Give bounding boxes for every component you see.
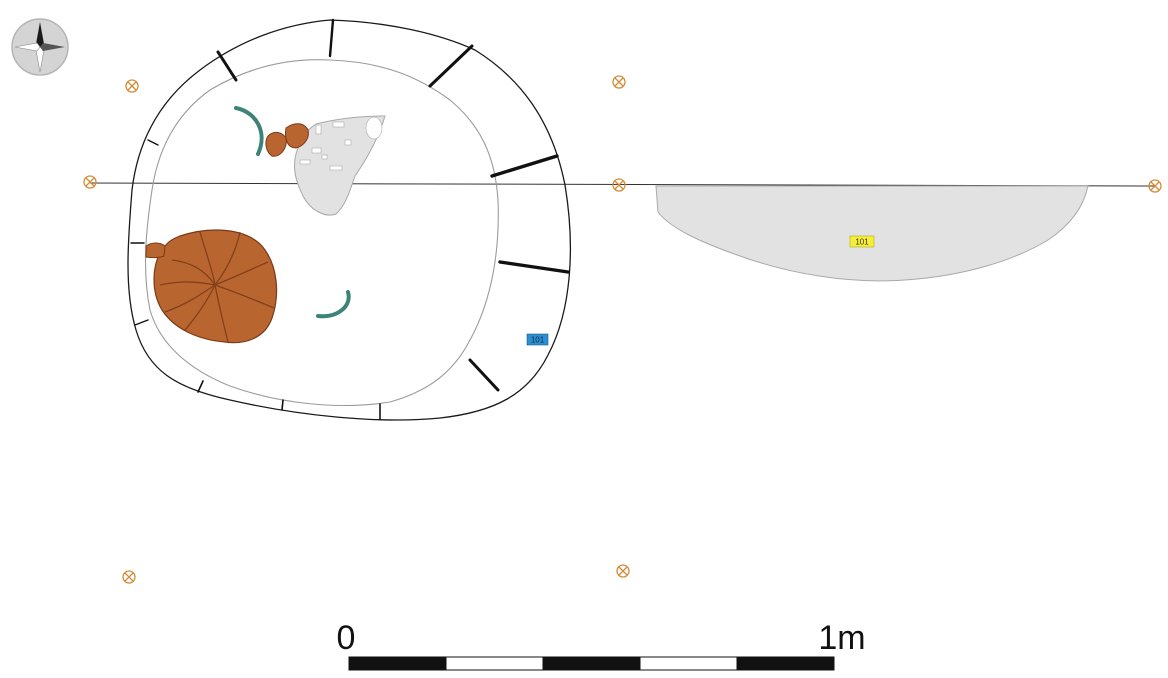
scale-end-label: 1m [818, 619, 865, 657]
teal-arc-upper [234, 106, 264, 156]
grid-marker-icon [612, 75, 626, 89]
grid-marker-icon [125, 79, 139, 93]
section-profile-fill [655, 185, 1089, 282]
grid-markers [83, 75, 1162, 584]
north-arrow-icon [11, 18, 69, 76]
scale-segments [348, 656, 835, 671]
stones-upper [265, 123, 309, 157]
grey-deposit-plan [293, 115, 386, 216]
scale-start-label: 0 [337, 619, 356, 657]
large-stone-cluster [145, 229, 278, 344]
context-label-section: 101 [849, 235, 875, 248]
grid-marker-icon [83, 175, 97, 189]
grid-marker-icon [612, 178, 626, 192]
deposit-inclusions [299, 116, 383, 171]
scale-segment [348, 656, 447, 671]
context-label-plan: 101 [526, 333, 549, 346]
scale-segment [736, 656, 835, 671]
scale-segment [542, 656, 641, 671]
grid-marker-icon [1148, 179, 1162, 193]
grid-marker-icon [616, 564, 630, 578]
scale-bar: 0 1m [337, 619, 866, 671]
context-label-section-text: 101 [855, 238, 869, 247]
feature-inner-base-outline [144, 59, 499, 407]
grid-marker-icon [122, 570, 136, 584]
context-label-plan-text: 101 [531, 336, 545, 345]
feature-outer-cut-outline [127, 19, 572, 421]
slope-hachures [130, 18, 570, 420]
teal-arc-lower [316, 290, 351, 319]
scale-segment [639, 656, 738, 671]
scale-segment [445, 656, 544, 671]
